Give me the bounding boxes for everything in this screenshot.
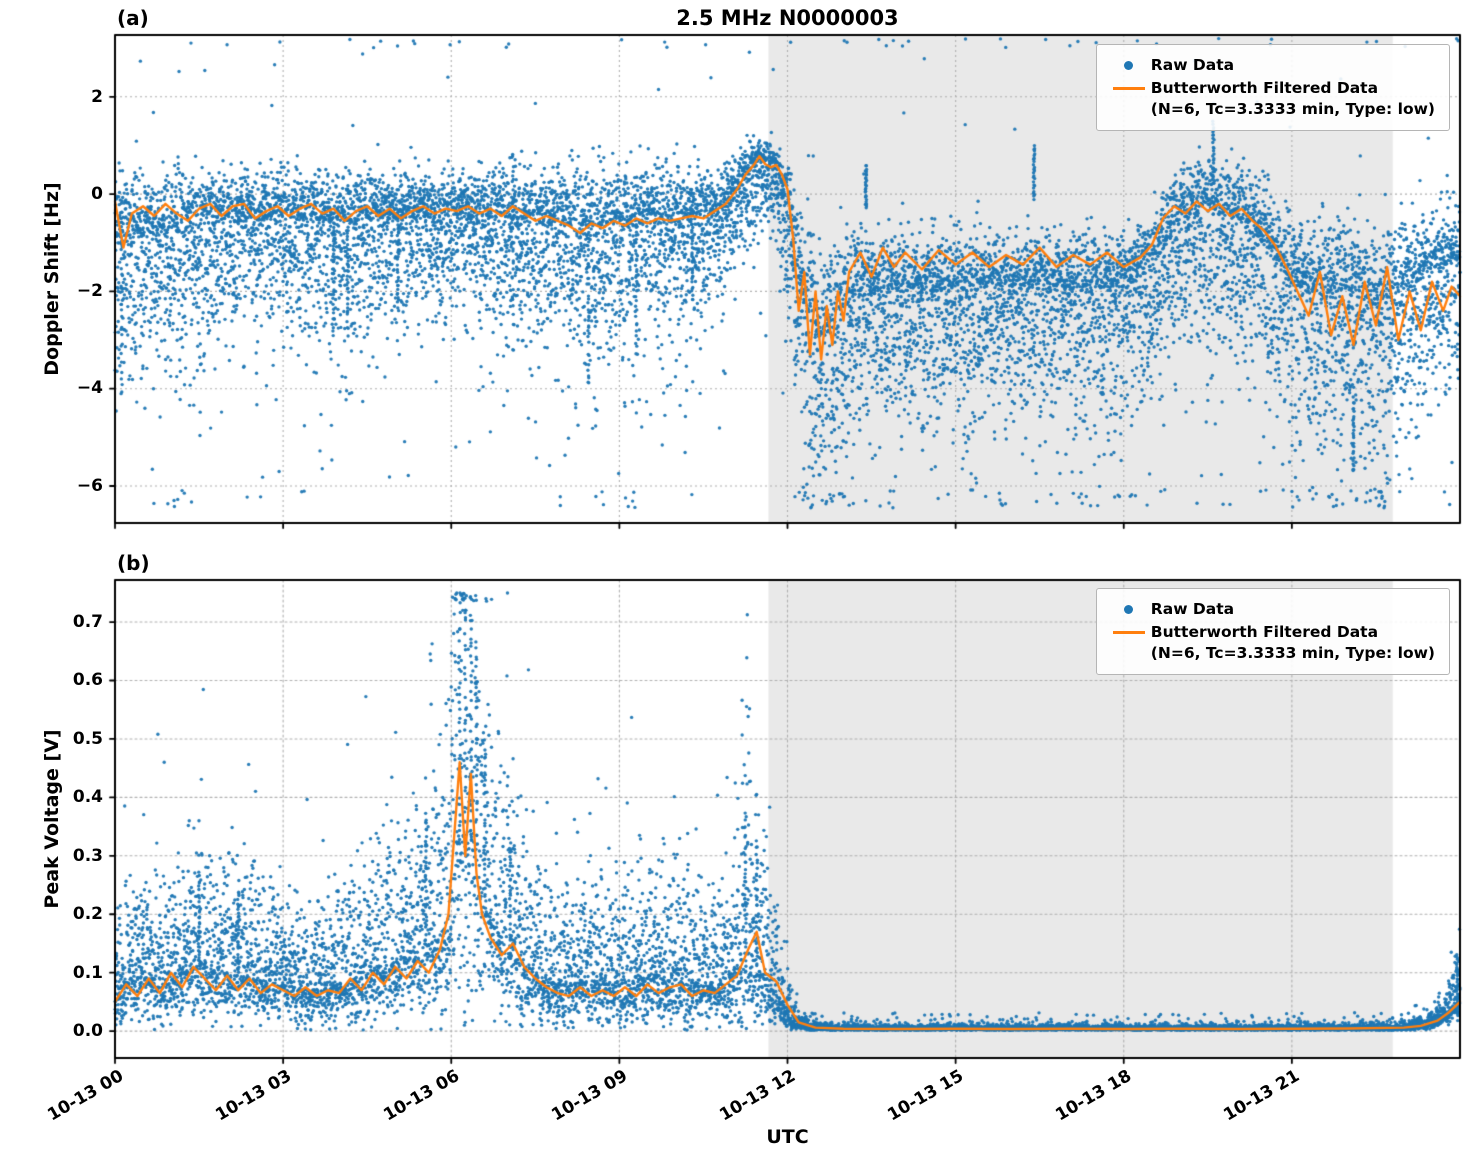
legend-item-filtered: Butterworth Filtered Data (N=6, Tc=3.333…: [1107, 78, 1435, 120]
y-tick-label: 0.6: [72, 670, 103, 690]
raw-data-marker-icon: [1107, 599, 1151, 620]
y-axis-label-b: Peak Voltage [V]: [41, 729, 63, 909]
figure-title: 2.5 MHz N0000003: [676, 6, 899, 30]
y-tick-label: 0: [91, 184, 103, 204]
y-tick-label: 0.2: [72, 904, 103, 924]
panel-a-tag: (a): [117, 6, 149, 30]
filtered-line-marker-icon: [1107, 622, 1151, 643]
y-tick-label: −2: [76, 281, 103, 301]
legend-raw-label: Raw Data: [1150, 56, 1235, 74]
y-tick-label: 0.7: [72, 612, 103, 632]
legend-filtered-label: Butterworth Filtered Data: [1150, 623, 1379, 641]
legend-filtered-sublabel: (N=6, Tc=3.3333 min, Type: low): [1150, 644, 1435, 662]
legend-item-raw: Raw Data: [1107, 599, 1435, 620]
legend-item-raw: Raw Data: [1107, 55, 1435, 76]
y-tick-label: 0.4: [72, 787, 103, 807]
y-tick-label: 0.1: [72, 963, 103, 983]
legend-filtered-label: Butterworth Filtered Data: [1150, 79, 1379, 97]
y-tick-label: −6: [76, 476, 103, 496]
x-axis-label: UTC: [766, 1126, 809, 1148]
panel-b-tag: (b): [117, 551, 150, 575]
legend-raw-label: Raw Data: [1150, 600, 1235, 618]
raw-data-marker-icon: [1107, 55, 1151, 76]
y-tick-label: 0.0: [72, 1021, 103, 1041]
filtered-line-marker-icon: [1107, 78, 1151, 99]
y-tick-label: 0.5: [72, 729, 103, 749]
legend-item-filtered: Butterworth Filtered Data (N=6, Tc=3.333…: [1107, 622, 1435, 664]
legend-panel-a: Raw Data Butterworth Filtered Data (N=6,…: [1095, 44, 1450, 131]
legend-filtered-sublabel: (N=6, Tc=3.3333 min, Type: low): [1150, 100, 1435, 118]
y-tick-label: 2: [91, 87, 103, 107]
y-tick-label: 0.3: [72, 846, 103, 866]
legend-panel-b: Raw Data Butterworth Filtered Data (N=6,…: [1095, 588, 1450, 675]
y-tick-label: −4: [76, 378, 103, 398]
